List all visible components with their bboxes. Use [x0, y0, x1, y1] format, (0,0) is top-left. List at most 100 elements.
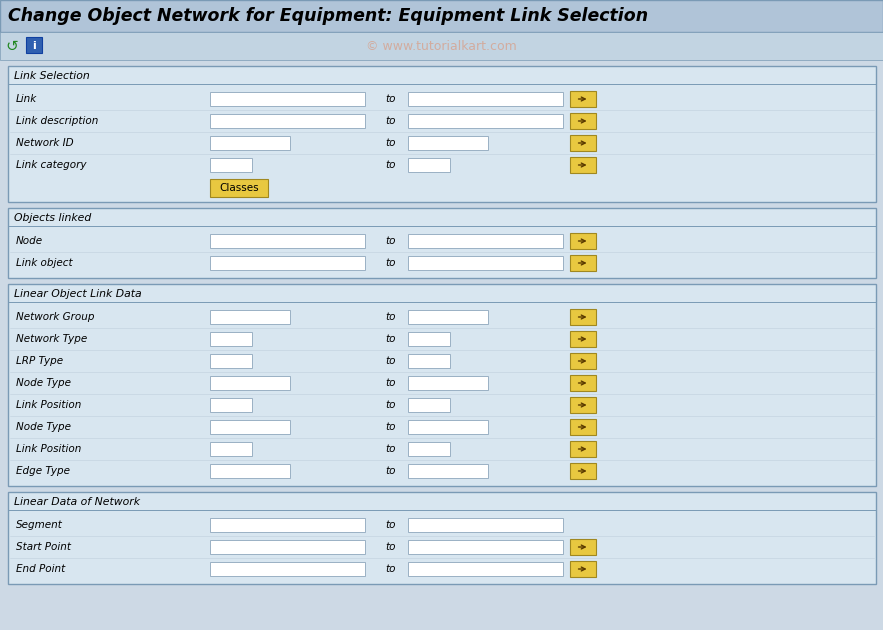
Bar	[570, 375, 596, 391]
Text: Link: Link	[16, 94, 37, 104]
Text: Network Type: Network Type	[16, 334, 87, 344]
Bar	[408, 398, 450, 412]
Bar	[210, 518, 365, 532]
Bar	[408, 540, 563, 554]
Bar	[570, 419, 596, 435]
Bar	[570, 233, 596, 249]
Bar	[210, 376, 290, 390]
Bar	[210, 332, 252, 346]
Bar	[570, 441, 596, 457]
Bar	[210, 464, 290, 478]
Bar	[210, 92, 365, 106]
Bar	[408, 114, 563, 128]
Text: to: to	[385, 564, 396, 574]
Text: Edge Type: Edge Type	[16, 466, 70, 476]
Bar	[210, 398, 252, 412]
Bar	[570, 157, 596, 173]
Text: to: to	[385, 520, 396, 530]
Bar	[210, 540, 365, 554]
Bar	[570, 113, 596, 129]
Bar	[570, 353, 596, 369]
Bar	[570, 539, 596, 555]
Bar	[8, 492, 876, 584]
Bar	[570, 561, 596, 577]
Text: Link Position: Link Position	[16, 444, 81, 454]
Text: i: i	[32, 41, 36, 51]
Text: Node Type: Node Type	[16, 422, 71, 432]
Bar	[210, 158, 252, 172]
Text: to: to	[385, 444, 396, 454]
Bar	[408, 518, 563, 532]
Bar	[210, 562, 365, 576]
Bar	[8, 208, 876, 278]
Text: to: to	[385, 334, 396, 344]
Bar	[210, 256, 365, 270]
Text: Change Object Network for Equipment: Equipment Link Selection: Change Object Network for Equipment: Equ…	[8, 7, 648, 25]
Text: Link description: Link description	[16, 116, 98, 126]
Text: to: to	[385, 116, 396, 126]
Text: to: to	[385, 94, 396, 104]
Bar	[408, 92, 563, 106]
Bar	[570, 331, 596, 347]
Bar	[408, 562, 563, 576]
Bar	[408, 420, 488, 434]
Bar	[570, 91, 596, 107]
Bar	[210, 354, 252, 368]
Bar	[570, 463, 596, 479]
Text: Objects linked: Objects linked	[14, 213, 91, 223]
Bar	[210, 234, 365, 248]
Bar	[408, 332, 450, 346]
Text: to: to	[385, 258, 396, 268]
Bar	[408, 136, 488, 150]
Text: Network ID: Network ID	[16, 138, 73, 148]
Text: © www.tutorialkart.com: © www.tutorialkart.com	[366, 40, 517, 52]
Text: Node Type: Node Type	[16, 378, 71, 388]
Text: to: to	[385, 400, 396, 410]
Bar	[8, 284, 876, 486]
Text: to: to	[385, 138, 396, 148]
Text: Start Point: Start Point	[16, 542, 71, 552]
Text: Classes: Classes	[219, 183, 259, 193]
Text: Link Position: Link Position	[16, 400, 81, 410]
Text: to: to	[385, 378, 396, 388]
Bar	[210, 179, 268, 197]
Text: to: to	[385, 466, 396, 476]
Bar	[408, 310, 488, 324]
Bar	[408, 256, 563, 270]
Text: ↺: ↺	[5, 38, 19, 54]
Bar	[0, 0, 883, 32]
Bar	[408, 442, 450, 456]
Text: Link Selection: Link Selection	[14, 71, 90, 81]
Text: to: to	[385, 422, 396, 432]
Text: to: to	[385, 160, 396, 170]
Text: Link category: Link category	[16, 160, 87, 170]
Bar	[408, 354, 450, 368]
Bar	[408, 376, 488, 390]
Bar	[210, 420, 290, 434]
Bar	[408, 158, 450, 172]
Bar	[8, 66, 876, 202]
Bar	[408, 234, 563, 248]
Text: LRP Type: LRP Type	[16, 356, 63, 366]
Bar	[570, 135, 596, 151]
Text: End Point: End Point	[16, 564, 65, 574]
Text: Network Group: Network Group	[16, 312, 94, 322]
Text: Linear Data of Network: Linear Data of Network	[14, 497, 140, 507]
Bar	[570, 255, 596, 271]
Bar	[210, 136, 290, 150]
Text: to: to	[385, 236, 396, 246]
Bar	[570, 309, 596, 325]
Bar	[408, 464, 488, 478]
Text: to: to	[385, 542, 396, 552]
Bar	[210, 442, 252, 456]
Text: to: to	[385, 312, 396, 322]
Bar	[0, 32, 883, 60]
Text: to: to	[385, 356, 396, 366]
Text: Link object: Link object	[16, 258, 72, 268]
Bar	[26, 37, 42, 53]
Bar	[210, 114, 365, 128]
Text: Segment: Segment	[16, 520, 63, 530]
Text: Linear Object Link Data: Linear Object Link Data	[14, 289, 141, 299]
Bar	[570, 397, 596, 413]
Bar	[210, 310, 290, 324]
